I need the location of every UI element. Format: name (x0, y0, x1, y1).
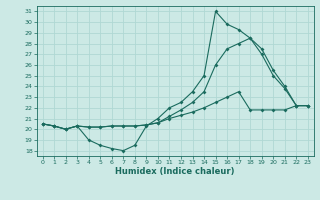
X-axis label: Humidex (Indice chaleur): Humidex (Indice chaleur) (116, 167, 235, 176)
